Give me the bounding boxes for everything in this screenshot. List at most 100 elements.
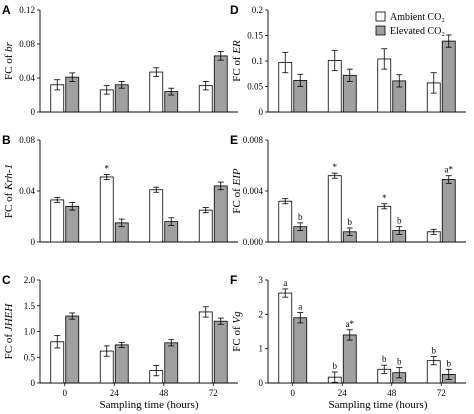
bar-elevated-24 (342, 334, 357, 384)
panel-d: 0 0.05 0.1 0.15 0.2 D FC of ER (230, 3, 466, 117)
x-axis-label-left: Sampling time (hours) (100, 399, 199, 411)
x-tick-label: 24 (110, 388, 120, 398)
significance-label: * (382, 193, 387, 203)
y-tick-label: 2 (259, 309, 264, 319)
legend-swatch-ambient (375, 11, 386, 22)
panel-c: 0 0.5 1.0 1.5 2.0 C FC of JHEH 0 24 48 72 (2, 273, 238, 398)
legend-label-elevated: Elevated CO₂ (390, 26, 445, 37)
x-tick-label: 24 (338, 388, 348, 398)
y-axis-label: FC of EIP (231, 168, 243, 214)
significance-label: b (432, 346, 437, 356)
bar-ambient-48 (377, 205, 392, 243)
bar-elevated-72 (213, 55, 228, 113)
bar-elevated-24 (114, 84, 129, 113)
y-axis-label-gene: Vg (231, 311, 243, 324)
x-tick-label: 72 (209, 388, 218, 398)
y-tick-label: 0 (259, 378, 264, 388)
y-axis-label: FC of ER (231, 40, 243, 82)
bar-elevated-0 (65, 205, 80, 243)
y-tick-label: 0.15 (247, 31, 263, 41)
panel-letter: E (230, 133, 238, 147)
y-tick-label: 0.12 (19, 5, 35, 15)
y-tick-label: 1 (259, 344, 264, 354)
bar-elevated-24 (114, 344, 129, 384)
y-tick-label: 0.2 (252, 5, 263, 15)
significance-label: * (333, 162, 338, 172)
y-tick-label: 0 (31, 107, 36, 117)
x-axis-label-right: Sampling time (hours) (329, 399, 428, 411)
bar-ambient-24 (99, 176, 114, 243)
significance-label: a (298, 302, 302, 312)
panel-e: 0.000 0.004 0.008 E FC of EIP b * b * b a* (230, 133, 466, 247)
y-tick-label: 2.0 (24, 275, 36, 285)
y-tick-label: 0.05 (247, 82, 263, 92)
bar-elevated-0 (293, 317, 308, 384)
y-tick-label: 0 (259, 107, 264, 117)
y-axis-label-prefix: FC of (231, 185, 243, 213)
y-axis-label-gene: JHEH (3, 303, 15, 332)
significance-label: b (333, 361, 338, 371)
bar-ambient-72 (198, 209, 213, 243)
panel-b: 0 0.04 0.08 B FC of Krh-1 * (2, 133, 238, 247)
bar-elevated-72 (441, 40, 456, 113)
bar-ambient-0 (278, 200, 293, 243)
bar-elevated-0 (65, 76, 80, 113)
y-axis-label-prefix: FC of (3, 331, 15, 359)
panel-letter: A (2, 3, 11, 17)
bar-ambient-0 (50, 199, 65, 243)
y-axis-label-gene: br (3, 41, 15, 52)
x-tick-label: 48 (387, 388, 397, 398)
y-tick-label: 0.5 (24, 352, 36, 362)
y-axis-label: FC of Krh-1 (3, 164, 15, 218)
y-axis-label: FC of Vg (231, 311, 243, 352)
bar-elevated-48 (164, 342, 179, 384)
y-tick-label: 0.08 (19, 39, 35, 49)
y-tick-label: 1.0 (24, 327, 36, 337)
significance-label: b (298, 212, 303, 222)
y-tick-label: 0.1 (252, 56, 263, 66)
y-tick-label: 1.5 (24, 301, 36, 311)
y-tick-label: 0.008 (243, 135, 264, 145)
significance-label: b (397, 216, 402, 226)
significance-label: a (283, 278, 287, 288)
significance-label: * (105, 163, 110, 173)
y-axis-label-prefix: FC of (3, 190, 15, 218)
y-axis-label-prefix: FC of (231, 324, 243, 352)
y-tick-label: 0 (31, 378, 36, 388)
legend: Ambient CO₂ Elevated CO₂ (375, 11, 445, 37)
significance-label: a* (445, 165, 454, 175)
y-tick-label: 0.08 (19, 135, 35, 145)
bar-ambient-72 (198, 311, 213, 384)
significance-label: b (447, 358, 452, 368)
y-axis-label-gene: Krh-1 (3, 164, 15, 191)
bar-ambient-48 (149, 189, 164, 243)
bar-elevated-72 (213, 185, 228, 243)
y-tick-label: 0 (31, 237, 36, 247)
significance-label: a* (346, 319, 355, 329)
panel-letter: D (230, 3, 239, 17)
panel-letter: F (230, 273, 237, 287)
y-tick-label: 0.004 (243, 186, 264, 196)
y-tick-label: 0.04 (19, 186, 35, 196)
legend-swatch-elevated (375, 25, 386, 36)
panel-a: 0 0.04 0.08 0.12 A FC of br (2, 3, 238, 117)
panel-letter: C (2, 273, 11, 287)
x-tick-label: 48 (159, 388, 169, 398)
y-axis-label-prefix: FC of (3, 52, 15, 80)
y-tick-label: 0.04 (19, 73, 35, 83)
bar-elevated-0 (65, 315, 80, 384)
legend-label-ambient: Ambient CO₂ (390, 12, 445, 23)
bar-ambient-24 (327, 175, 342, 243)
panel-letter: B (2, 133, 11, 147)
y-axis-label: FC of JHEH (3, 303, 15, 360)
significance-label: b (397, 357, 402, 367)
bar-elevated-72 (441, 179, 456, 243)
significance-label: b (382, 354, 387, 364)
y-axis-label-prefix: FC of (231, 54, 243, 82)
y-tick-label: 0.000 (243, 237, 264, 247)
y-axis-label: FC of br (3, 41, 15, 80)
bar-ambient-0 (278, 292, 293, 384)
